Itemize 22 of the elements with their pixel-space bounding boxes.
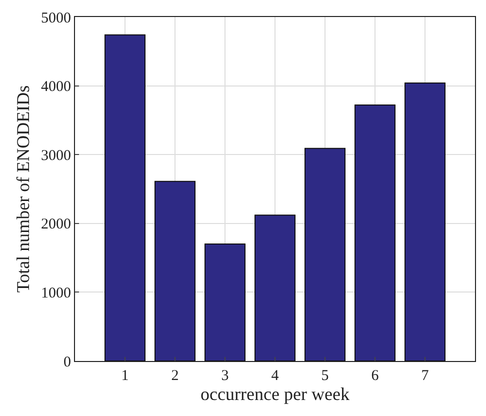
y-tick-label: 1000 (41, 285, 71, 302)
x-tick-label: 2 (171, 368, 179, 384)
x-tick-label: 1 (121, 368, 129, 384)
x-tick-label: 7 (421, 368, 430, 384)
bar (104, 34, 146, 361)
bar (204, 244, 246, 361)
y-tick-label: 3000 (41, 148, 71, 164)
bar (354, 104, 396, 361)
bar (154, 180, 196, 361)
x-axis-title: occurrence per week (200, 384, 350, 404)
bar (304, 148, 346, 361)
bar (404, 82, 446, 361)
y-tick-label: 0 (64, 354, 71, 370)
x-tick-label: 3 (221, 368, 229, 384)
y-tick-label: 2000 (41, 216, 71, 233)
x-tick-label: 4 (271, 368, 280, 384)
y-axis-title: Total number of ENODEIDs (13, 85, 34, 293)
x-tick-label: 5 (321, 368, 329, 384)
bar (254, 214, 296, 361)
y-tick-label: 5000 (41, 10, 71, 26)
y-tick-label: 4000 (41, 79, 71, 96)
x-tick-label: 6 (371, 368, 380, 384)
